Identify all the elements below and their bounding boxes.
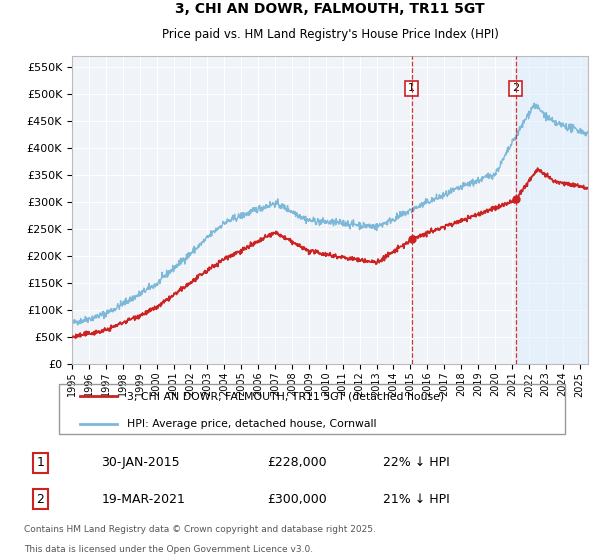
Text: 2: 2 [37,493,44,506]
Text: 22% ↓ HPI: 22% ↓ HPI [383,456,449,469]
Text: 2: 2 [512,83,519,94]
Text: 19-MAR-2021: 19-MAR-2021 [101,493,185,506]
Text: £228,000: £228,000 [267,456,326,469]
Text: 1: 1 [37,456,44,469]
Text: 30-JAN-2015: 30-JAN-2015 [101,456,180,469]
Text: This data is licensed under the Open Government Licence v3.0.: This data is licensed under the Open Gov… [24,545,313,554]
Text: 1: 1 [408,83,415,94]
Text: HPI: Average price, detached house, Cornwall: HPI: Average price, detached house, Corn… [127,419,377,430]
Bar [515,56,588,364]
Text: Price paid vs. HM Land Registry's House Price Index (HPI): Price paid vs. HM Land Registry's House … [161,27,499,40]
Text: 3, CHI AN DOWR, FALMOUTH, TR11 5GT: 3, CHI AN DOWR, FALMOUTH, TR11 5GT [175,2,485,16]
Text: £300,000: £300,000 [267,493,326,506]
Text: 3, CHI AN DOWR, FALMOUTH, TR11 5GT (detached house): 3, CHI AN DOWR, FALMOUTH, TR11 5GT (deta… [127,391,445,402]
Text: 21% ↓ HPI: 21% ↓ HPI [383,493,449,506]
Text: Contains HM Land Registry data © Crown copyright and database right 2025.: Contains HM Land Registry data © Crown c… [24,525,376,534]
